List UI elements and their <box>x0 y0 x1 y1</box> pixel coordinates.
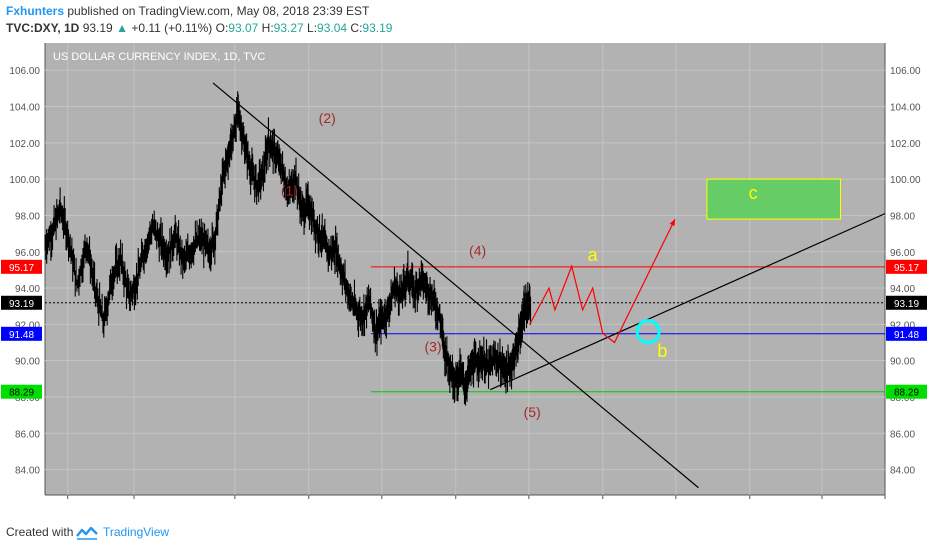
price-tag-left: 95.17 <box>9 263 34 274</box>
price-tag-right-bg <box>886 295 927 310</box>
price-tag-left-bg <box>1 384 42 399</box>
price-candles <box>44 91 532 406</box>
wave-label: b <box>657 341 667 361</box>
last-price: 93.19 <box>82 21 113 35</box>
published-text: published on TradingView.com, May 08, 20… <box>67 4 370 18</box>
chart-area[interactable]: 84.0084.0086.0086.0088.0088.0090.0090.00… <box>0 40 932 512</box>
price-tag-left: 93.19 <box>9 299 34 310</box>
y-tick-label-left: 104.00 <box>9 103 40 114</box>
y-tick-label-right: 84.00 <box>890 466 915 477</box>
created-with-text: Created with <box>6 525 74 539</box>
wave-label: a <box>588 245 599 265</box>
y-tick-label-right: 104.00 <box>890 103 921 114</box>
y-tick-label-right: 106.00 <box>890 66 921 77</box>
price-chart[interactable]: 84.0084.0086.0086.0088.0088.0090.0090.00… <box>0 40 932 512</box>
y-tick-label-right: 90.00 <box>890 357 915 368</box>
y-tick-label-right: 96.00 <box>890 248 915 259</box>
y-tick-label-right: 98.00 <box>890 211 915 222</box>
wave-label: (2) <box>319 110 336 126</box>
price-tag-right-bg <box>886 259 927 274</box>
y-tick-label-left: 94.00 <box>15 284 40 295</box>
y-tick-label-left: 84.00 <box>15 466 40 477</box>
high-label: H: <box>261 21 274 35</box>
wave-label: (4) <box>469 242 486 258</box>
publisher-line: Fxhunters published on TradingView.com, … <box>6 4 369 18</box>
price-line <box>44 111 531 388</box>
tradingview-logo-icon[interactable] <box>76 526 98 540</box>
y-tick-label-left: 92.00 <box>15 320 40 331</box>
price-tag-left-bg <box>1 326 42 341</box>
wave-label: (1) <box>281 182 298 198</box>
y-tick-label-right: 94.00 <box>890 284 915 295</box>
price-change: +0.11 (+0.11%) <box>131 21 213 35</box>
y-tick-label-left: 106.00 <box>9 66 40 77</box>
author-link[interactable]: Fxhunters <box>6 4 65 18</box>
target-box-c <box>706 178 841 220</box>
chart-title: US DOLLAR CURRENCY INDEX, 1D, TVC <box>53 51 265 63</box>
y-tick-label-left: 96.00 <box>15 248 40 259</box>
price-tag-right: 88.29 <box>894 388 919 399</box>
y-tick-label-left: 102.00 <box>9 139 40 150</box>
tradingview-brand-link[interactable]: TradingView <box>103 525 170 539</box>
y-tick-label-left: 90.00 <box>15 357 40 368</box>
price-tag-left: 88.29 <box>9 388 34 399</box>
projection-path <box>529 218 676 344</box>
price-tag-left: 91.48 <box>9 330 34 341</box>
close-label: C: <box>350 21 363 35</box>
y-tick-label-left: 86.00 <box>15 429 40 440</box>
open-value: 93.07 <box>228 21 259 35</box>
y-tick-label-right: 102.00 <box>890 139 921 150</box>
trendline-1 <box>212 82 699 489</box>
footer: Created with TradingView <box>0 515 932 550</box>
wave-label: c <box>749 183 758 203</box>
low-label: L: <box>307 21 318 35</box>
projection-arrowhead <box>669 219 675 227</box>
plot-background <box>45 43 885 495</box>
open-label: O: <box>215 21 229 35</box>
y-tick-label-right: 100.00 <box>890 175 921 186</box>
trendline-2 <box>489 213 886 391</box>
low-value: 93.04 <box>317 21 348 35</box>
price-tag-right: 91.48 <box>894 330 919 341</box>
price-tag-left-bg <box>1 259 42 274</box>
price-tag-right: 93.19 <box>894 299 919 310</box>
price-tag-right-bg <box>886 384 927 399</box>
symbol-label: TVC:DXY, 1D <box>6 21 80 35</box>
target-circle <box>635 319 661 345</box>
wave-label: (3) <box>425 339 442 355</box>
chart-header: Fxhunters published on TradingView.com, … <box>0 0 932 40</box>
up-arrow-icon: ▲ <box>116 21 128 35</box>
price-tag-right-bg <box>886 326 927 341</box>
y-tick-label-left: 100.00 <box>9 175 40 186</box>
close-value: 93.19 <box>362 21 393 35</box>
y-tick-label-right: 86.00 <box>890 429 915 440</box>
y-tick-label-left: 98.00 <box>15 211 40 222</box>
wave-label: (5) <box>524 404 541 420</box>
quote-line: TVC:DXY, 1D 93.19 ▲ +0.11 (+0.11%) O:93.… <box>6 21 392 35</box>
high-value: 93.27 <box>273 21 304 35</box>
price-tag-right: 95.17 <box>894 263 919 274</box>
y-tick-label-right: 92.00 <box>890 320 915 331</box>
price-tag-left-bg <box>1 295 42 310</box>
